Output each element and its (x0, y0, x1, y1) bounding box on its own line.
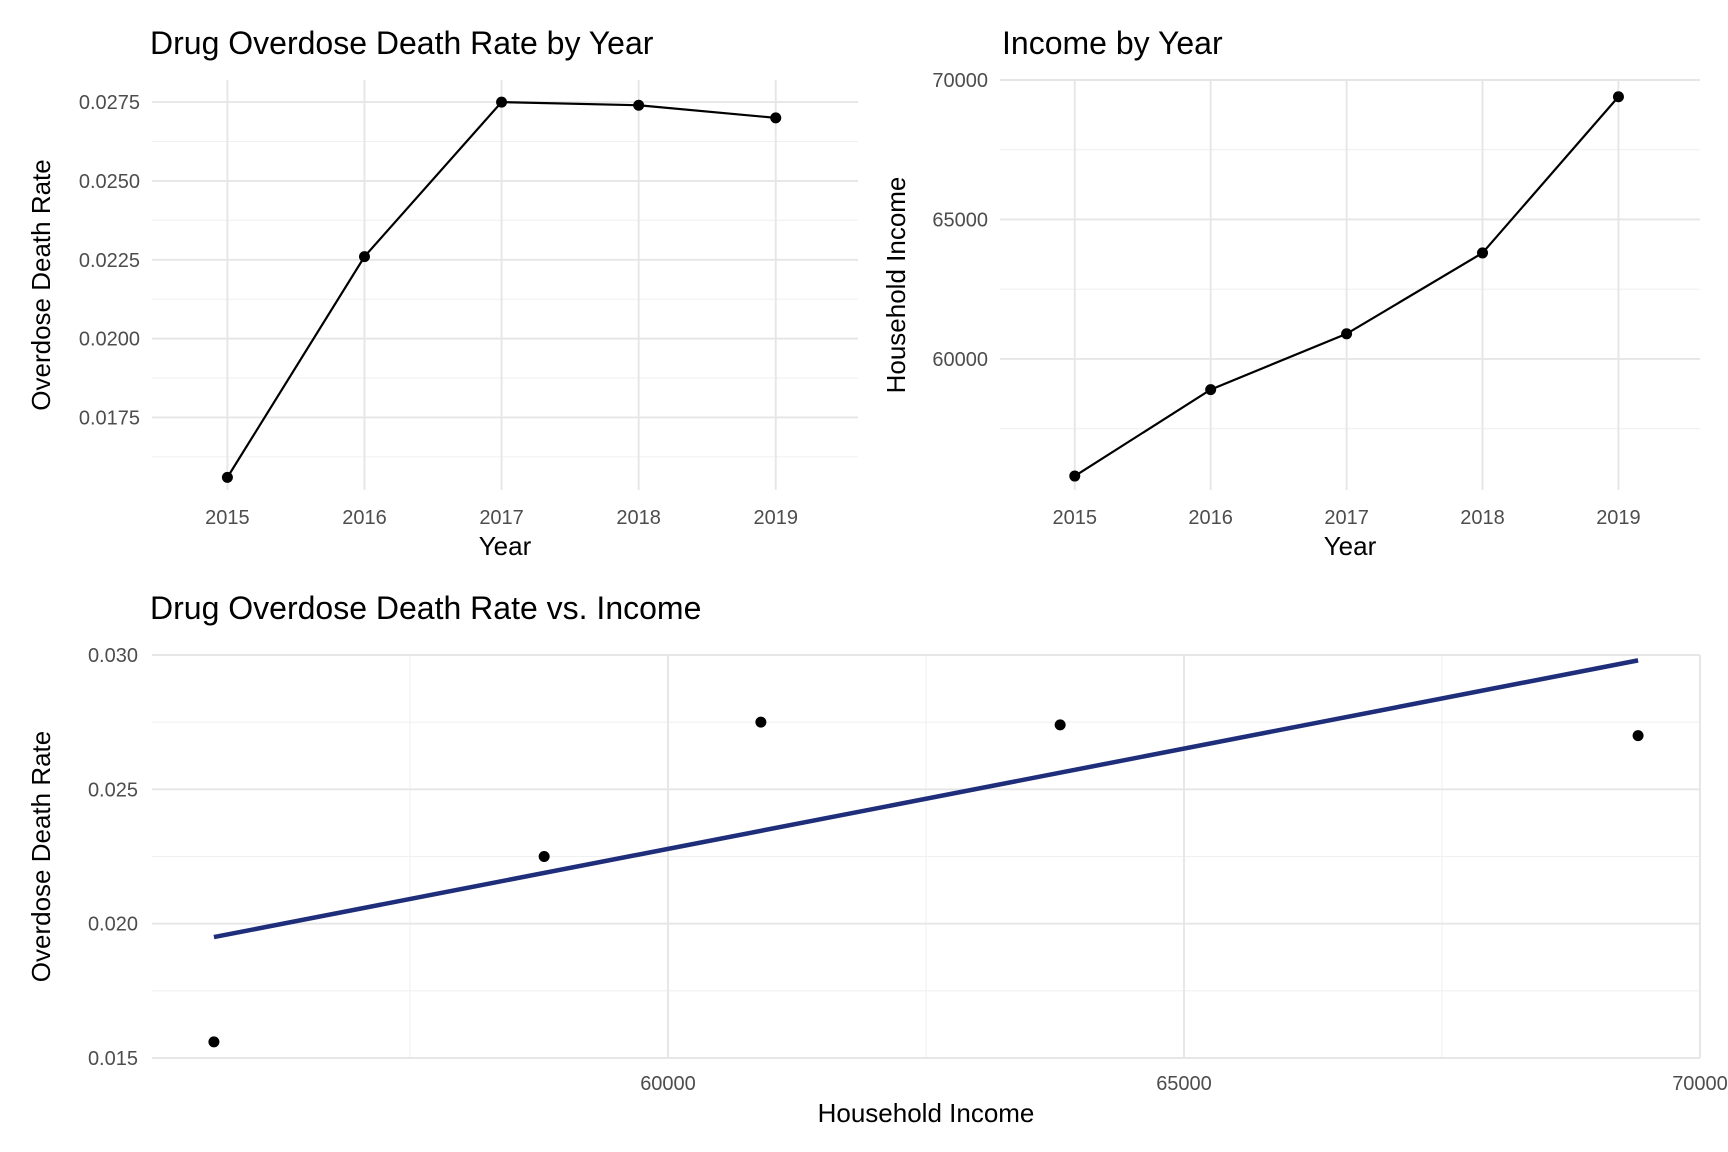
y-tick-label: 0.030 (88, 645, 138, 667)
y-tick-label: 65000 (932, 209, 988, 231)
x-axis-title: Year (479, 531, 532, 561)
data-point (221, 471, 233, 483)
x-tick-label: 2015 (205, 507, 250, 529)
y-axis-title: Overdose Death Rate (26, 159, 56, 410)
y-tick-label: 0.0250 (79, 171, 140, 193)
trend-line (213, 658, 1639, 940)
y-tick-label: 0.020 (88, 914, 138, 936)
data-point (770, 112, 782, 124)
y-tick-label: 60000 (932, 349, 988, 371)
y-tick-label: 0.0225 (79, 250, 140, 272)
x-tick-label: 2019 (1596, 507, 1641, 529)
data-point (1632, 730, 1644, 742)
x-tick-label: 2016 (1188, 507, 1233, 529)
y-tick-label: 0.0275 (79, 92, 140, 114)
y-tick-label: 0.015 (88, 1048, 138, 1070)
x-tick-label: 2019 (753, 507, 798, 529)
income-by-year-chart: 60000 65000 70000 2015 2016 2017 2018 2019 Incom… (881, 25, 1700, 561)
x-tick-label: 65000 (1156, 1073, 1212, 1095)
x-tick-label: 2016 (342, 507, 387, 529)
chart-title: Drug Overdose Death Rate by Year (150, 25, 654, 61)
data-point (1612, 91, 1624, 103)
data-point (538, 851, 550, 862)
data-point (1054, 719, 1066, 731)
x-tick-label: 2018 (616, 507, 661, 529)
chart-title: Income by Year (1002, 25, 1223, 61)
x-tick-label: 2015 (1053, 507, 1098, 529)
x-tick-label: 2018 (1460, 507, 1505, 529)
x-tick-label: 60000 (640, 1073, 696, 1095)
y-tick-label: 0.025 (88, 779, 138, 801)
overdose-vs-income-chart: 0.015 0.020 0.025 0.030 60000 65000 70000 Drug … (26, 590, 1728, 1128)
data-point (633, 99, 645, 111)
data-point (496, 96, 508, 108)
y-axis-title: Overdose Death Rate (26, 731, 56, 982)
x-axis-title: Year (1324, 531, 1377, 561)
data-point (358, 251, 370, 263)
x-tick-label: 2017 (479, 507, 524, 529)
chart-title: Drug Overdose Death Rate vs. Income (150, 590, 701, 626)
y-tick-label: 70000 (932, 70, 988, 92)
y-axis-title: Household Income (881, 177, 911, 394)
x-axis-title: Household Income (818, 1098, 1035, 1128)
data-point (1205, 384, 1217, 396)
overdose-by-year-chart: 0.0175 0.0200 0.0225 0.0250 0.0275 2015 2016 20… (26, 25, 858, 561)
x-tick-label: 2017 (1324, 507, 1369, 529)
data-point (755, 716, 767, 728)
data-point (1341, 328, 1353, 340)
data-point (208, 1036, 220, 1048)
data-point (1069, 470, 1081, 482)
y-tick-label: 0.0200 (79, 329, 140, 351)
y-tick-label: 0.0175 (79, 407, 140, 429)
x-tick-label: 70000 (1672, 1073, 1728, 1095)
data-point (1477, 247, 1489, 259)
